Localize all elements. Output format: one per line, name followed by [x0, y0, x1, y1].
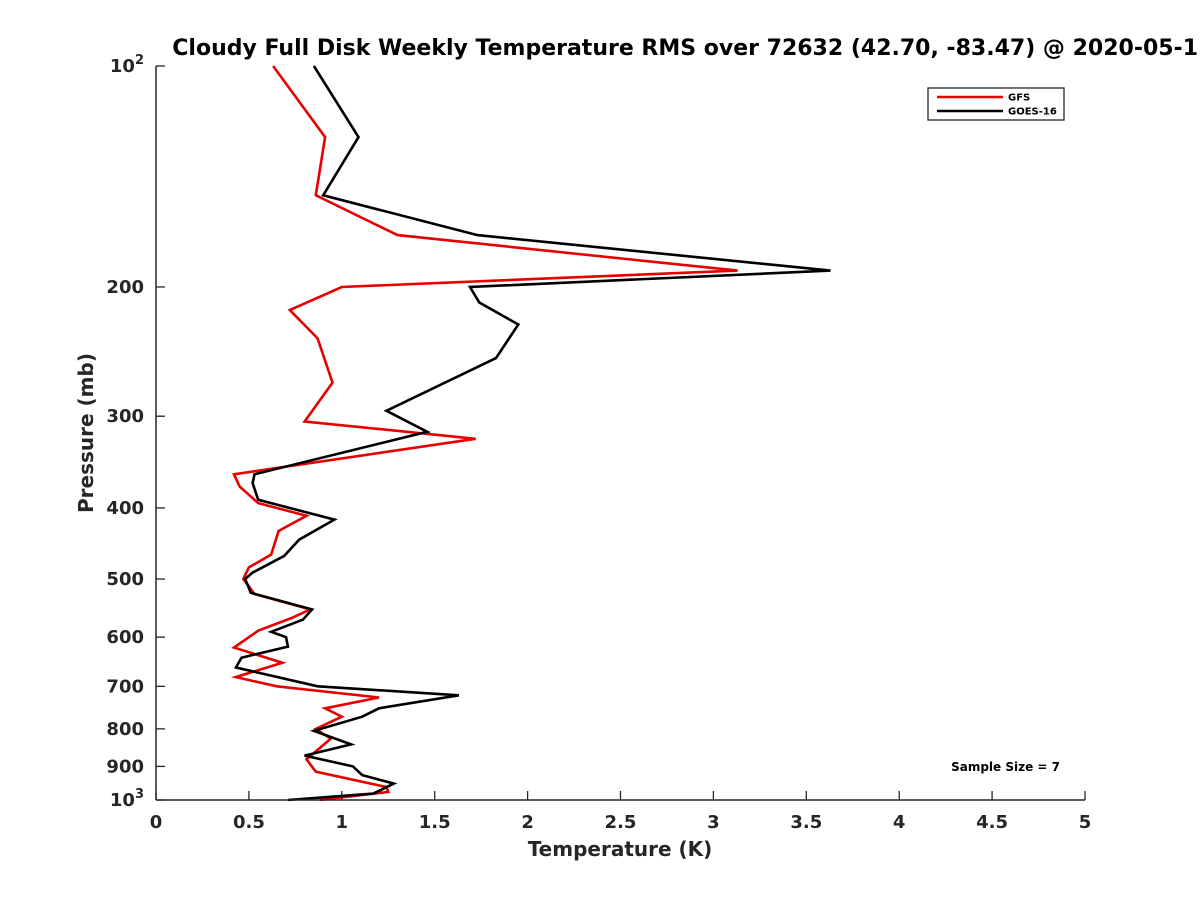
x-tick-label: 2.5: [605, 812, 637, 833]
x-axis-label: Temperature (K): [528, 837, 713, 861]
x-tick-label: 5: [1079, 812, 1092, 833]
y-tick-label: 102: [110, 53, 144, 77]
x-tick-label: 1.5: [419, 812, 451, 833]
series-lines: [230, 65, 831, 802]
y-tick-label: 200: [106, 277, 144, 298]
x-tick-label: 3: [707, 812, 720, 833]
plot-area-frame: [156, 66, 1085, 800]
sample-size-annotation: Sample Size = 7: [951, 760, 1060, 774]
y-tick-label: 500: [106, 569, 144, 590]
x-tick-label: 1: [336, 812, 349, 833]
x-tick-label: 2: [521, 812, 534, 833]
x-tick-label: 4.5: [976, 812, 1008, 833]
y-tick-label: 900: [106, 756, 144, 777]
y-tick-label: 400: [106, 498, 144, 519]
x-tick-label: 0.5: [233, 812, 265, 833]
legend-box: [927, 87, 1065, 121]
y-tick-label: 600: [106, 627, 144, 648]
y-tick-label: 103: [110, 787, 144, 811]
y-axis-ticks: 102 200 300 400 500 600 700 800 900 103: [106, 53, 165, 811]
y-tick-label: 700: [106, 676, 144, 697]
chart-title: Cloudy Full Disk Weekly Temperature RMS …: [172, 36, 1198, 61]
x-axis-ticks: 0 0.5 1 1.5 2 2.5 3 3.5 4 4.5 5: [150, 791, 1092, 833]
legend-label-gfs: GFS: [1008, 93, 1030, 104]
x-tick-label: 4: [893, 812, 906, 833]
y-tick-label: 800: [106, 719, 144, 740]
legend-label-goes-16: GOES-16: [1008, 107, 1057, 118]
legend: GFS GOES-16: [927, 87, 1065, 121]
y-tick-label: 300: [106, 406, 144, 427]
x-tick-label: 0: [150, 812, 163, 833]
y-axis-label: Pressure (mb): [74, 353, 98, 513]
x-tick-label: 3.5: [790, 812, 822, 833]
series-line-goes-16: [233, 65, 831, 802]
